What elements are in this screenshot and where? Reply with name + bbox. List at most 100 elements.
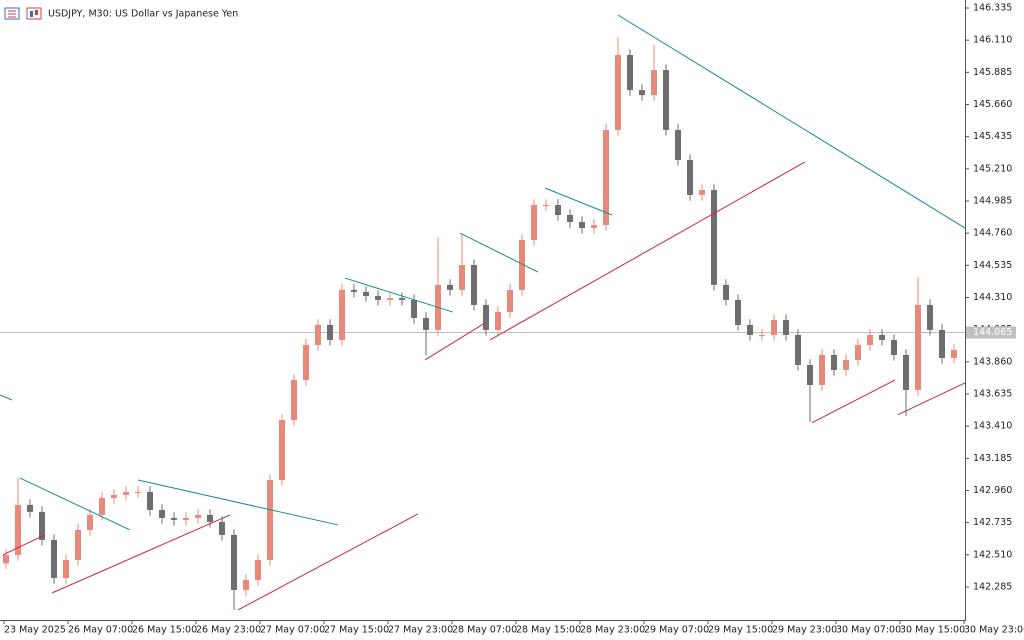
x-tick-label: 30 May 15:00: [900, 625, 965, 636]
icon: [26, 7, 42, 20]
x-tick-label: 30 May 23:00: [964, 625, 1024, 636]
candle-body: [771, 319, 777, 335]
candle-body: [699, 189, 705, 195]
y-tick-label: 146.335: [973, 3, 1012, 14]
trendline: [2, 534, 46, 556]
x-tick-label: 30 May 07:00: [836, 625, 901, 636]
candle-body: [843, 359, 849, 370]
y-tick-label: 144.985: [973, 195, 1012, 206]
x-tick-label: 28 May 15:00: [516, 625, 581, 636]
candle-body: [99, 497, 105, 515]
candle-body: [483, 304, 489, 330]
candle-body: [375, 296, 381, 300]
candle-body: [75, 529, 81, 560]
y-tick-label: 143.410: [973, 421, 1012, 432]
candle-body: [39, 511, 45, 540]
current-price-label: 144.065: [973, 327, 1012, 338]
candle-body: [555, 204, 561, 216]
candle-body: [747, 324, 753, 335]
candle-body: [15, 504, 21, 555]
candle-body: [819, 354, 825, 385]
x-tick-label: 27 May 07:00: [260, 625, 325, 636]
candle-body: [339, 289, 345, 340]
y-tick-label: 145.660: [973, 99, 1012, 110]
candle-body: [411, 299, 417, 318]
candle-body: [951, 349, 957, 358]
x-tick-label: 29 May 07:00: [644, 625, 709, 636]
candle-body: [567, 215, 573, 223]
icon: [35, 10, 38, 15]
candle-body: [519, 240, 525, 290]
candle-body: [795, 334, 801, 365]
trendline: [811, 379, 896, 424]
candle-body: [87, 514, 93, 530]
icon: [30, 11, 33, 17]
symbol-icons: [4, 7, 42, 20]
y-tick-label: 142.960: [973, 485, 1012, 496]
candle-body: [303, 344, 309, 380]
candle-body: [507, 289, 513, 312]
candle-body: [123, 491, 129, 495]
candle-body: [279, 420, 285, 481]
trendline: [19, 477, 131, 531]
candle-body: [399, 298, 405, 300]
candle-body: [3, 554, 9, 564]
candle-body: [63, 559, 69, 578]
x-tick-label: 26 May 07:00: [68, 625, 133, 636]
chart-title: USDJPY, M30: US Dollar vs Japanese Yen: [48, 9, 238, 20]
candle-body: [675, 129, 681, 160]
candle-body: [915, 304, 921, 390]
candle-body: [111, 494, 117, 498]
candle-body: [891, 339, 897, 355]
x-tick-label: 23 May 2025: [4, 625, 66, 636]
trendline: [897, 382, 966, 416]
candle-body: [687, 159, 693, 195]
candle-body: [51, 539, 57, 578]
candle-body: [735, 299, 741, 325]
candle-body: [831, 354, 837, 370]
y-tick-label: 144.535: [973, 260, 1012, 271]
candle-body: [459, 265, 465, 290]
candle-body: [327, 324, 333, 340]
y-tick-label: 142.510: [973, 549, 1012, 560]
trendline: [424, 322, 486, 361]
candle-body: [267, 480, 273, 560]
candle-body: [219, 521, 225, 535]
y-tick-label: 146.110: [973, 35, 1012, 46]
candle-body: [579, 222, 585, 229]
y-tick-label: 142.735: [973, 517, 1012, 528]
x-tick-label: 29 May 23:00: [772, 625, 837, 636]
candle-body: [603, 129, 609, 226]
x-tick-label: 28 May 07:00: [452, 625, 517, 636]
candle-body: [855, 344, 861, 360]
x-tick-label: 27 May 23:00: [388, 625, 453, 636]
candle-body: [783, 319, 789, 335]
candle-body: [231, 534, 237, 590]
candle-body: [387, 298, 393, 300]
trendline: [137, 479, 339, 526]
y-tick-label: 145.210: [973, 163, 1012, 174]
candle-body: [807, 364, 813, 385]
y-tick-label: 142.285: [973, 581, 1012, 592]
current-price-box: [966, 326, 1016, 339]
candle-body: [351, 289, 357, 292]
trendline: [544, 187, 613, 216]
candle-body: [207, 514, 213, 522]
candle-body: [939, 329, 945, 358]
candle-body: [627, 55, 633, 91]
candle-body: [903, 354, 909, 390]
candle-body: [291, 379, 297, 421]
candle-body: [711, 189, 717, 285]
candle-body: [531, 204, 537, 241]
x-tick-label: 26 May 23:00: [196, 625, 261, 636]
candle-body: [171, 517, 177, 520]
y-tick-label: 144.310: [973, 292, 1012, 303]
candle-body: [759, 334, 765, 336]
candle-body: [495, 311, 501, 330]
y-tick-label: 143.185: [973, 453, 1012, 464]
trendline: [0, 394, 13, 401]
candle-body: [615, 55, 621, 130]
y-tick-label: 143.860: [973, 356, 1012, 367]
